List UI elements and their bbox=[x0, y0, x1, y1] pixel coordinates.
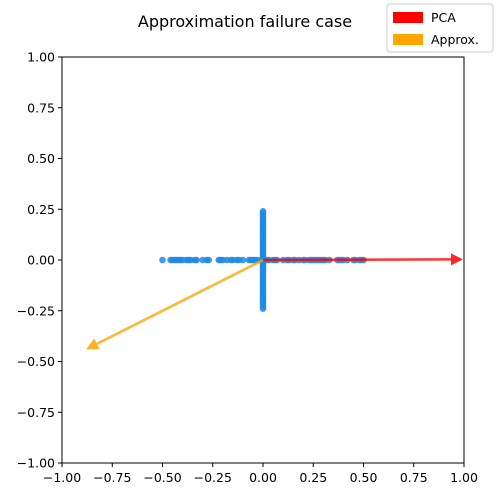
legend-swatch-pca bbox=[393, 12, 423, 23]
data-point bbox=[259, 305, 267, 313]
scatter-points bbox=[159, 207, 367, 313]
legend-label-approx: Approx. bbox=[431, 32, 479, 47]
x-tick-label: −0.25 bbox=[194, 470, 232, 485]
pca-arrow-head bbox=[450, 253, 463, 266]
x-tick-label: −0.75 bbox=[93, 470, 131, 485]
x-tick-label: −0.50 bbox=[143, 470, 181, 485]
approx-arrow-head bbox=[86, 338, 100, 350]
legend: PCA Approx. bbox=[386, 3, 494, 53]
y-tick-label: 0.00 bbox=[27, 253, 55, 268]
y-tick-label: −0.50 bbox=[17, 354, 55, 369]
pca-arrow-shaft bbox=[262, 258, 451, 262]
y-tick-label: 0.75 bbox=[27, 100, 55, 115]
legend-label-pca: PCA bbox=[431, 10, 456, 25]
x-tick-label: −1.00 bbox=[43, 470, 81, 485]
y-tick-label: −0.75 bbox=[17, 405, 55, 420]
y-tick-label: −0.25 bbox=[17, 303, 55, 318]
data-point bbox=[193, 256, 200, 264]
data-point bbox=[239, 256, 247, 264]
x-tick-label: 0.75 bbox=[400, 470, 428, 485]
x-tick-label: 0.50 bbox=[350, 470, 378, 485]
data-point bbox=[205, 256, 213, 264]
x-axis-ticks: −1.00 −0.75 −0.50 −0.25 0.00 0.25 0.50 0.75 1.00 bbox=[43, 463, 478, 485]
y-tick-label: 0.50 bbox=[27, 151, 55, 166]
x-tick-label: 1.00 bbox=[450, 470, 478, 485]
legend-swatch-approx bbox=[393, 34, 423, 45]
x-tick-label: 0.00 bbox=[249, 470, 277, 485]
x-tick-label: 0.25 bbox=[299, 470, 327, 485]
y-axis-ticks: −1.00 −0.75 −0.50 −0.25 0.00 0.25 0.50 0.75 1.00 bbox=[17, 50, 62, 471]
direction-arrows bbox=[86, 253, 463, 350]
data-point bbox=[159, 256, 166, 264]
y-tick-label: 0.25 bbox=[27, 202, 55, 217]
y-tick-label: 1.00 bbox=[27, 50, 55, 65]
chart-title: Approximation failure case bbox=[138, 12, 352, 31]
y-tick-label: −1.00 bbox=[17, 456, 55, 471]
approx-arrow-shaft bbox=[96, 258, 264, 346]
